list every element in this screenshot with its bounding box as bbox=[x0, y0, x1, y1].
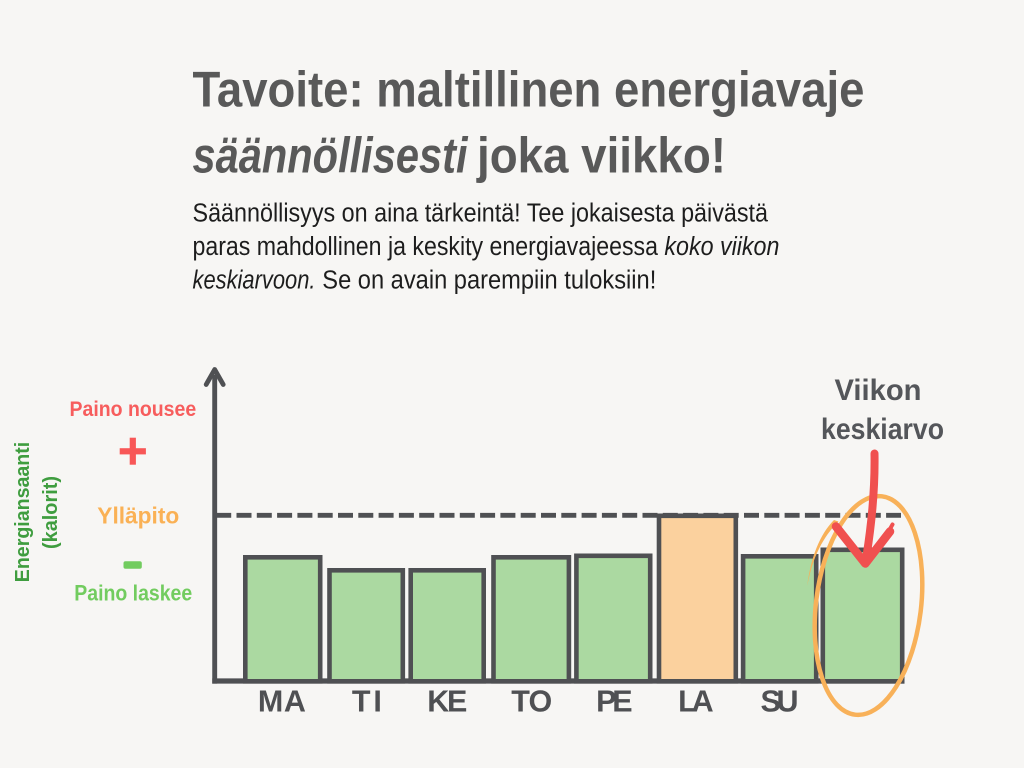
svg-text:TO: TO bbox=[511, 685, 552, 719]
svg-text:säännöllisesti: säännöllisesti bbox=[193, 127, 469, 184]
svg-text:(kalorit): (kalorit) bbox=[40, 476, 62, 549]
svg-text:joka viikko!: joka viikko! bbox=[476, 127, 726, 184]
svg-text:Se on avain parempiin tuloksii: Se on avain parempiin tuloksiin! bbox=[322, 266, 656, 294]
svg-text:Energiansaanti: Energiansaanti bbox=[12, 442, 34, 583]
svg-text:keskiarvo: keskiarvo bbox=[821, 413, 944, 446]
svg-text:LA: LA bbox=[678, 685, 714, 719]
svg-text:Paino laskee: Paino laskee bbox=[74, 581, 192, 606]
svg-text:TI: TI bbox=[352, 685, 382, 719]
svg-text:Säännöllisyys on aina tärkeint: Säännöllisyys on aina tärkeintä! Tee jok… bbox=[193, 200, 769, 228]
svg-text:KE: KE bbox=[427, 685, 467, 719]
svg-text:Ylläpito: Ylläpito bbox=[97, 503, 179, 529]
svg-text:PE: PE bbox=[596, 685, 633, 719]
svg-text:Tavoite: maltillinen energiava: Tavoite: maltillinen energiavaje bbox=[193, 61, 865, 118]
svg-text:SU: SU bbox=[761, 685, 799, 719]
svg-text:koko viikon: koko viikon bbox=[664, 233, 779, 261]
svg-text:MA: MA bbox=[258, 685, 306, 719]
svg-text:Paino nousee: Paino nousee bbox=[70, 397, 197, 421]
svg-text:paras mahdollinen ja keskity e: paras mahdollinen ja keskity energiavaje… bbox=[193, 233, 659, 261]
svg-text:keskiarvoon.: keskiarvoon. bbox=[193, 266, 316, 294]
svg-text:Viikon: Viikon bbox=[835, 374, 922, 407]
